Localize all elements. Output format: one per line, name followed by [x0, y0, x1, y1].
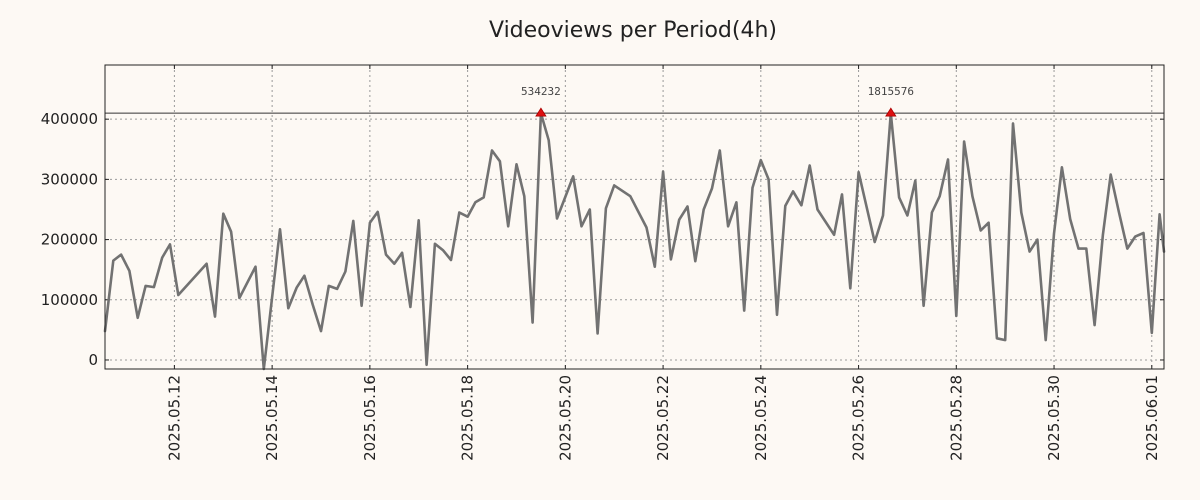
y-tick-label: 0	[88, 351, 98, 369]
chart-title: Videoviews per Period(4h)	[489, 18, 777, 43]
peak-label: 534232	[521, 85, 561, 98]
x-tick-label: 2025.05.22	[654, 375, 672, 461]
x-tick-label: 2025.05.18	[459, 375, 477, 461]
x-tick-label: 2025.06.01	[1143, 375, 1161, 461]
x-tick-label: 2025.05.30	[1045, 375, 1063, 461]
peak-marker	[885, 107, 897, 117]
x-tick-label: 2025.05.26	[850, 375, 868, 461]
y-tick-label: 400000	[41, 110, 98, 128]
y-tick-label: 300000	[41, 170, 98, 188]
y-tick-label: 200000	[41, 231, 98, 249]
peak-label: 1815576	[868, 85, 914, 98]
x-tick-label: 2025.05.12	[165, 375, 183, 461]
series-line	[103, 111, 1166, 371]
x-tick-label: 2025.05.24	[752, 375, 770, 461]
plot-frame	[104, 64, 1165, 370]
plot-area: 0 100000 200000 300000 400000 2025.05.12 2025.…	[41, 64, 1166, 461]
x-tick-label: 2025.05.16	[361, 375, 379, 461]
peak-marker	[535, 107, 547, 117]
x-tick-label: 2025.05.14	[263, 375, 281, 461]
plot-background	[105, 65, 1164, 369]
x-tick-label: 2025.05.28	[947, 375, 965, 461]
x-tick-label: 2025.05.20	[556, 375, 574, 461]
y-tick-label: 100000	[41, 291, 98, 309]
